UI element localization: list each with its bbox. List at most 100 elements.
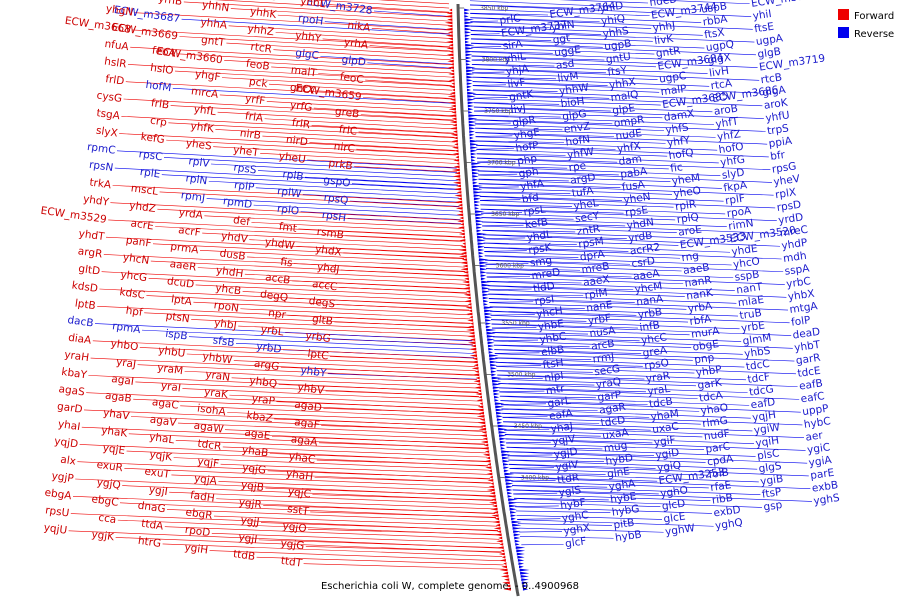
connector-line — [482, 229, 576, 233]
reverse-gene-arrow — [467, 91, 477, 95]
gene-label: ttdT — [280, 555, 303, 570]
connector-line — [224, 429, 485, 441]
gene-label: yhbU — [157, 344, 186, 360]
forward-gene-arrow — [500, 549, 505, 553]
gene-label: glpE — [612, 102, 636, 117]
reverse-gene-arrow — [498, 427, 508, 431]
reverse-gene-arrow — [467, 101, 475, 105]
connector-line — [479, 195, 623, 201]
reverse-gene-arrow — [468, 111, 473, 114]
connector-line — [502, 412, 650, 418]
gene-label: ugpQ — [705, 38, 735, 54]
forward-gene-arrow — [468, 325, 474, 329]
connector-line — [213, 515, 498, 527]
connector-line — [373, 10, 450, 17]
connector-line — [512, 489, 659, 495]
gene-label: yhgN — [105, 3, 134, 19]
legend: Forward Reverse — [838, 9, 894, 40]
forward-gene-arrow — [460, 223, 464, 226]
reverse-gene-arrow — [476, 232, 487, 236]
gene-label: nusA — [589, 324, 617, 340]
reverse-gene-arrow — [501, 450, 511, 453]
reverse-gene-arrow — [465, 56, 472, 60]
gene-label: hybE — [610, 490, 638, 506]
gene-label: yhdV — [220, 230, 249, 246]
gene-label: sstT — [287, 503, 311, 518]
forward-gene-arrow — [475, 376, 480, 380]
connector-line — [86, 392, 481, 411]
reverse-gene-arrow — [484, 312, 493, 316]
reverse-gene-arrow — [471, 159, 476, 162]
gene-label: yheT — [232, 144, 260, 160]
connector-line — [298, 228, 463, 238]
gene-label: frlC — [338, 123, 358, 137]
gene-label: hybB — [614, 529, 642, 545]
forward-gene-arrow — [466, 296, 471, 300]
connector-line — [471, 51, 707, 62]
gene-label: eafD — [750, 396, 776, 411]
reverse-gene-arrow — [474, 207, 480, 210]
gene-label: rpmC — [86, 141, 116, 157]
connector-line — [498, 387, 647, 393]
connector-line — [484, 251, 681, 259]
forward-gene-arrow — [449, 114, 457, 117]
connector-line — [476, 157, 618, 163]
reverse-gene-arrow — [521, 581, 529, 585]
forward-gene-arrow — [470, 338, 476, 341]
gene-label: rbbA — [702, 13, 729, 28]
forward-gene-arrow — [465, 306, 472, 309]
gene-label: yhdX — [314, 243, 342, 259]
gene-label: elbB — [540, 344, 565, 359]
gene-label: tsgA — [96, 107, 122, 122]
gene-label: accC — [311, 278, 338, 293]
gene-label: malP — [660, 83, 687, 98]
gene-label: yqjE — [102, 442, 126, 457]
reverse-gene-arrow — [467, 104, 474, 108]
forward-gene-arrow — [468, 347, 477, 351]
gene-label: yheS — [185, 137, 213, 153]
forward-gene-arrow — [498, 536, 503, 540]
connector-line — [484, 255, 732, 266]
forward-gene-arrow — [458, 255, 467, 258]
connector-line — [486, 272, 632, 278]
connector-line — [472, 81, 608, 86]
connector-line — [483, 242, 731, 253]
gene-label: yhbC — [539, 330, 567, 346]
connector-line — [478, 178, 569, 182]
gene-label: rpsU — [44, 504, 70, 519]
gene-label: feoA — [151, 45, 177, 60]
gene-label: exuR — [96, 459, 124, 475]
connector-line — [186, 353, 476, 367]
connector-line — [476, 157, 771, 170]
reverse-gene-arrow — [476, 226, 482, 229]
connector-line — [500, 403, 547, 405]
gene-label: rplQ — [676, 211, 700, 226]
gene-label: glgC — [295, 47, 320, 62]
reverse-gene-arrow — [494, 395, 500, 399]
connector-line — [162, 543, 503, 557]
gene-label: yhaH — [285, 468, 314, 484]
gene-label: nirB — [239, 127, 262, 142]
reverse-gene-arrow — [514, 536, 521, 540]
forward-gene-arrow — [488, 485, 495, 489]
connector-line — [472, 76, 557, 80]
connector-line — [221, 77, 453, 91]
gene-label: yhfU — [765, 109, 791, 124]
gene-label: ugpB — [604, 38, 633, 54]
connector-line — [475, 132, 768, 145]
gene-label: hpf — [125, 305, 144, 319]
connector-line — [135, 381, 479, 398]
forward-gene-arrow — [469, 354, 478, 357]
connector-line — [477, 170, 619, 176]
gene-label: yhbP — [695, 364, 722, 379]
connector-line — [320, 55, 451, 65]
gene-label: yhbY — [300, 364, 328, 380]
connector-line — [132, 29, 451, 48]
connector-line — [72, 495, 496, 514]
gene-label: yhiI — [752, 8, 772, 23]
reverse-gene-arrow — [492, 386, 501, 389]
forward-gene-arrow — [461, 258, 468, 261]
reverse-gene-arrow — [468, 120, 477, 124]
forward-gene-arrow — [463, 287, 470, 290]
connector-line — [159, 191, 460, 208]
